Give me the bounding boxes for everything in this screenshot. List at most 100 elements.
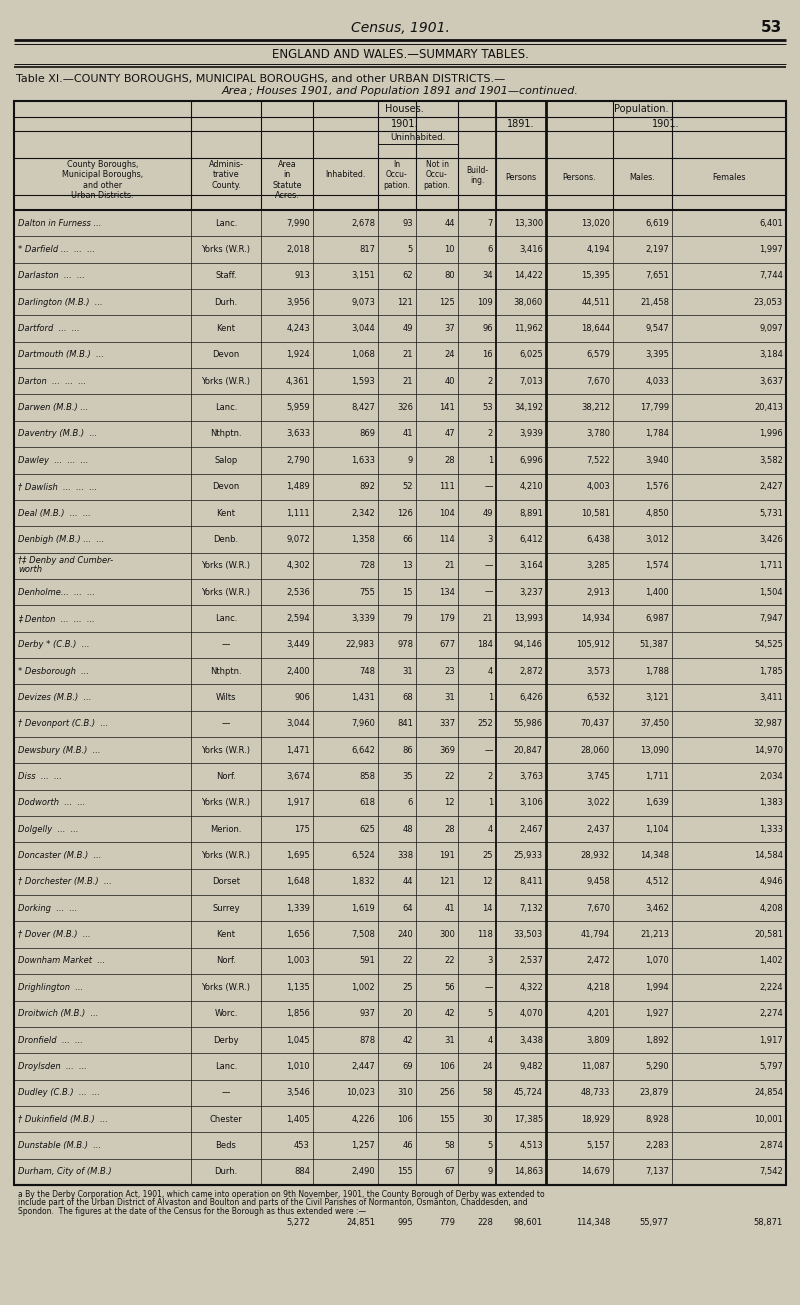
Text: Denbigh (M.B.) ...  ...: Denbigh (M.B.) ... ...: [18, 535, 104, 544]
Text: 1,788: 1,788: [645, 667, 669, 676]
Text: 1,045: 1,045: [286, 1036, 310, 1044]
Text: Nthptn.: Nthptn.: [210, 429, 242, 438]
Text: 51,387: 51,387: [640, 641, 669, 650]
Text: 1,135: 1,135: [286, 983, 310, 992]
Text: 7,522: 7,522: [586, 455, 610, 465]
Text: 34,192: 34,192: [514, 403, 543, 412]
Text: 68: 68: [402, 693, 413, 702]
Text: 41: 41: [445, 904, 455, 912]
Text: 326: 326: [397, 403, 413, 412]
Text: 22: 22: [402, 957, 413, 966]
Text: Derby: Derby: [213, 1036, 239, 1044]
Text: 2,678: 2,678: [351, 219, 375, 227]
Text: 6,642: 6,642: [351, 745, 375, 754]
Text: 3: 3: [488, 535, 493, 544]
Text: 44: 44: [402, 877, 413, 886]
Text: Dartmouth (M.B.)  ...: Dartmouth (M.B.) ...: [18, 351, 104, 359]
Text: 3,285: 3,285: [586, 561, 610, 570]
Text: 3,674: 3,674: [286, 773, 310, 780]
Text: 62: 62: [402, 271, 413, 281]
Text: Kent: Kent: [217, 509, 235, 518]
Text: 70,437: 70,437: [581, 719, 610, 728]
Text: 4,070: 4,070: [519, 1009, 543, 1018]
Text: 9,482: 9,482: [519, 1062, 543, 1071]
Text: 1,856: 1,856: [286, 1009, 310, 1018]
Text: 3,956: 3,956: [286, 298, 310, 307]
Text: 17,385: 17,385: [514, 1114, 543, 1124]
Text: 44,511: 44,511: [581, 298, 610, 307]
Text: 3,106: 3,106: [519, 799, 543, 808]
Text: 55,986: 55,986: [514, 719, 543, 728]
Text: 6,524: 6,524: [351, 851, 375, 860]
Text: Dawley  ...  ...  ...: Dawley ... ... ...: [18, 455, 88, 465]
Text: Dolgelly  ...  ...: Dolgelly ... ...: [18, 825, 78, 834]
Text: 38,212: 38,212: [581, 403, 610, 412]
Text: 625: 625: [359, 825, 375, 834]
Text: Yorks (W.R.): Yorks (W.R.): [202, 745, 250, 754]
Text: Darlington (M.B.)  ...: Darlington (M.B.) ...: [18, 298, 102, 307]
Text: 7,744: 7,744: [759, 271, 783, 281]
Text: 6: 6: [408, 799, 413, 808]
Text: 1,619: 1,619: [351, 904, 375, 912]
Text: 3,184: 3,184: [759, 351, 783, 359]
Text: In
Occu-
pation.: In Occu- pation.: [383, 161, 410, 189]
Text: 80: 80: [444, 271, 455, 281]
Text: 6,401: 6,401: [759, 219, 783, 227]
Text: 1,471: 1,471: [286, 745, 310, 754]
Text: 20,413: 20,413: [754, 403, 783, 412]
Text: 28: 28: [444, 455, 455, 465]
Text: 48: 48: [402, 825, 413, 834]
Text: 125: 125: [439, 298, 455, 307]
Text: 4: 4: [488, 825, 493, 834]
Text: 6,579: 6,579: [586, 351, 610, 359]
Text: 1,593: 1,593: [351, 377, 375, 386]
Text: 7,990: 7,990: [286, 219, 310, 227]
Text: 31: 31: [444, 693, 455, 702]
Text: Lanc.: Lanc.: [215, 613, 237, 622]
Text: Darwen (M.B.) ...: Darwen (M.B.) ...: [18, 403, 88, 412]
Text: 13,300: 13,300: [514, 219, 543, 227]
Text: 2,536: 2,536: [286, 587, 310, 596]
Text: 3,237: 3,237: [519, 587, 543, 596]
Text: 23,879: 23,879: [640, 1088, 669, 1098]
Text: † Dorchester (M.B.)  ...: † Dorchester (M.B.) ...: [18, 877, 112, 886]
Text: Area ; Houses 1901, and Population 1891 and 1901—continued.: Area ; Houses 1901, and Population 1891 …: [222, 86, 578, 97]
Text: 8,891: 8,891: [519, 509, 543, 518]
Text: Uninhabited.: Uninhabited.: [390, 133, 446, 142]
Text: County Boroughs,
Municipal Boroughs,
and other
Urban Districts.: County Boroughs, Municipal Boroughs, and…: [62, 161, 143, 200]
Text: 1,003: 1,003: [286, 957, 310, 966]
Text: 878: 878: [359, 1036, 375, 1044]
Text: 1,333: 1,333: [759, 825, 783, 834]
Text: 3,637: 3,637: [759, 377, 783, 386]
Text: 9: 9: [488, 1167, 493, 1176]
Text: Persons: Persons: [506, 174, 537, 181]
Text: 5,290: 5,290: [646, 1062, 669, 1071]
Text: 2: 2: [488, 377, 493, 386]
Text: 28: 28: [444, 825, 455, 834]
Text: 184: 184: [477, 641, 493, 650]
Text: Yorks (W.R.): Yorks (W.R.): [202, 245, 250, 254]
Text: 155: 155: [439, 1114, 455, 1124]
Text: 3,745: 3,745: [586, 773, 610, 780]
Text: 179: 179: [439, 613, 455, 622]
Text: 1,002: 1,002: [351, 983, 375, 992]
Text: 21: 21: [402, 377, 413, 386]
Text: 24,854: 24,854: [754, 1088, 783, 1098]
Text: 16: 16: [482, 351, 493, 359]
Text: 4,512: 4,512: [646, 877, 669, 886]
Text: 2,034: 2,034: [759, 773, 783, 780]
Text: 1,711: 1,711: [759, 561, 783, 570]
Text: 40: 40: [445, 377, 455, 386]
Text: 6,025: 6,025: [519, 351, 543, 359]
Text: 1,832: 1,832: [351, 877, 375, 886]
Text: 96: 96: [482, 324, 493, 333]
Text: 1,639: 1,639: [645, 799, 669, 808]
Text: 49: 49: [402, 324, 413, 333]
Text: 5,959: 5,959: [286, 403, 310, 412]
Text: Norf.: Norf.: [216, 957, 236, 966]
Text: 3,339: 3,339: [351, 613, 375, 622]
Text: Dewsbury (M.B.)  ...: Dewsbury (M.B.) ...: [18, 745, 101, 754]
Text: 841: 841: [397, 719, 413, 728]
Text: 1,402: 1,402: [759, 957, 783, 966]
Text: 6,987: 6,987: [645, 613, 669, 622]
